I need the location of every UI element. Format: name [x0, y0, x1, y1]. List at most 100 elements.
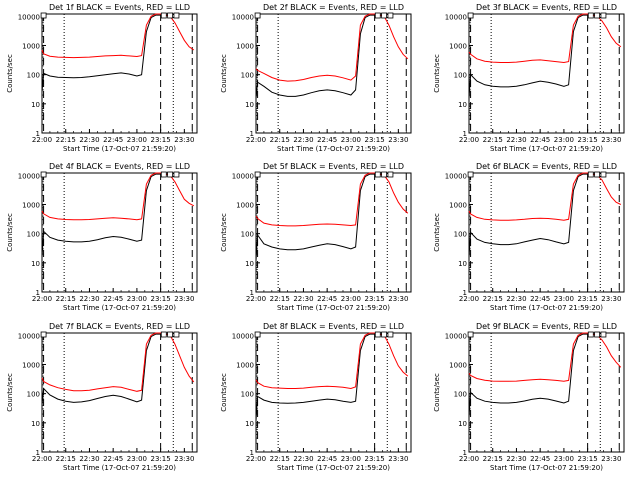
x-tick-label: 22:15 — [483, 455, 503, 463]
x-tick-label: 22:30 — [293, 136, 313, 144]
x-tick-label: 23:30 — [174, 295, 194, 303]
x-tick-label: 23:30 — [388, 295, 408, 303]
x-axis-label: Start Time (17-Oct-07 21:59:20) — [490, 464, 603, 472]
event-marker-box — [594, 171, 601, 178]
y-tick-label: 10 — [31, 260, 40, 268]
x-tick-label: 22:30 — [506, 455, 526, 463]
event-marker-box — [374, 331, 381, 338]
x-tick-label: 23:30 — [388, 455, 408, 463]
plot-frame — [468, 13, 625, 134]
x-tick-label: 23:15 — [151, 136, 171, 144]
plot-frame — [41, 172, 198, 293]
series-line-lld — [41, 172, 195, 221]
y-tick-label: 100 — [241, 231, 254, 239]
plot-frame — [468, 332, 625, 453]
panel-title: Det 5f BLACK = Events, RED = LLD — [263, 162, 404, 171]
y-tick-label: 100 — [27, 231, 40, 239]
panel-8: Det 8f BLACK = Events, RED = LLD 1 10 100 10… — [220, 322, 412, 472]
event-marker-box — [381, 12, 388, 19]
x-tick-label: 22:30 — [79, 295, 99, 303]
x-tick-label: 22:15 — [56, 455, 76, 463]
x-tick-label: 22:30 — [293, 295, 313, 303]
panel-title: Det 8f BLACK = Events, RED = LLD — [263, 322, 404, 331]
y-tick-label: 10 — [245, 420, 254, 428]
x-tick-label: 23:15 — [578, 455, 598, 463]
y-tick-label: 1 — [463, 130, 467, 138]
x-tick-label: 22:00 — [459, 455, 479, 463]
event-marker-box — [254, 331, 261, 338]
x-axis-label: Start Time (17-Oct-07 21:59:20) — [63, 145, 176, 153]
y-tick-label: 100 — [27, 391, 40, 399]
x-tick-label: 23:15 — [578, 136, 598, 144]
x-tick-label: 23:00 — [127, 136, 147, 144]
x-tick-label: 22:30 — [293, 455, 313, 463]
event-marker-box — [160, 171, 167, 178]
y-tick-label: 1 — [36, 289, 40, 297]
x-tick-label: 22:45 — [317, 136, 337, 144]
y-tick-label: 1 — [463, 449, 467, 457]
plot-frame — [468, 172, 625, 293]
event-marker-box — [40, 331, 47, 338]
y-tick-label: 10 — [31, 420, 40, 428]
y-axis-label: Counts/sec — [433, 373, 441, 412]
event-marker-box — [173, 331, 180, 338]
x-tick-label: 22:45 — [103, 136, 123, 144]
x-tick-label: 22:30 — [506, 136, 526, 144]
panel-9: Det 9f BLACK = Events, RED = LLD 1 10 100 10… — [433, 322, 625, 472]
x-axis-label: Start Time (17-Oct-07 21:59:20) — [277, 304, 390, 312]
y-tick-label: 100 — [241, 391, 254, 399]
x-tick-label: 22:00 — [32, 295, 52, 303]
x-tick-label: 23:30 — [174, 136, 194, 144]
series-line-lld — [41, 332, 195, 392]
x-axis-label: Start Time (17-Oct-07 21:59:20) — [490, 304, 603, 312]
panel-title: Det 3f BLACK = Events, RED = LLD — [476, 3, 617, 12]
y-tick-label: 100 — [454, 72, 467, 80]
panel-6: Det 6f BLACK = Events, RED = LLD 1 10 100 10… — [433, 162, 625, 312]
x-tick-label: 22:30 — [79, 455, 99, 463]
x-axis-label: Start Time (17-Oct-07 21:59:20) — [277, 145, 390, 153]
x-tick-label: 22:00 — [246, 136, 266, 144]
y-axis-label: Counts/sec — [433, 54, 441, 93]
y-tick-label: 1000 — [449, 201, 467, 209]
event-marker-box — [381, 171, 388, 178]
event-marker-box — [173, 171, 180, 178]
event-marker-box — [600, 331, 607, 338]
y-tick-label: 10000 — [445, 13, 467, 21]
panel-1: Det 1f BLACK = Events, RED = LLD 1 10 100 10… — [6, 3, 198, 153]
x-tick-label: 23:30 — [388, 136, 408, 144]
plot-frame — [255, 13, 412, 134]
x-tick-label: 22:00 — [459, 136, 479, 144]
y-tick-label: 10 — [458, 101, 467, 109]
event-marker-box — [587, 171, 594, 178]
x-tick-label: 23:15 — [151, 295, 171, 303]
series-line-events — [468, 173, 588, 258]
event-marker-box — [160, 12, 167, 19]
panel-7: Det 7f BLACK = Events, RED = LLD 1 10 100 10… — [6, 322, 198, 472]
event-marker-box — [594, 12, 601, 19]
y-axis-label: Counts/sec — [6, 373, 14, 412]
x-tick-label: 22:15 — [483, 295, 503, 303]
x-tick-label: 23:00 — [341, 455, 361, 463]
event-marker-box — [254, 12, 261, 19]
panel-title: Det 7f BLACK = Events, RED = LLD — [49, 322, 190, 331]
plot-frame — [41, 332, 198, 453]
event-marker-box — [600, 12, 607, 19]
series-line-lld — [468, 13, 622, 64]
y-tick-label: 10000 — [18, 172, 40, 180]
event-marker-box — [467, 331, 474, 338]
x-tick-label: 22:15 — [270, 455, 290, 463]
event-marker-box — [167, 171, 174, 178]
y-tick-label: 1 — [36, 449, 40, 457]
event-marker-box — [467, 12, 474, 19]
x-tick-label: 22:45 — [103, 295, 123, 303]
plot-frame — [255, 172, 412, 293]
event-marker-box — [467, 171, 474, 178]
x-tick-label: 23:15 — [151, 455, 171, 463]
panel-5: Det 5f BLACK = Events, RED = LLD 1 10 100 10… — [220, 162, 412, 312]
series-line-lld — [41, 13, 195, 59]
series-line-events — [41, 173, 161, 258]
x-tick-label: 22:45 — [530, 136, 550, 144]
x-axis-label: Start Time (17-Oct-07 21:59:20) — [490, 145, 603, 153]
x-tick-label: 22:15 — [56, 295, 76, 303]
